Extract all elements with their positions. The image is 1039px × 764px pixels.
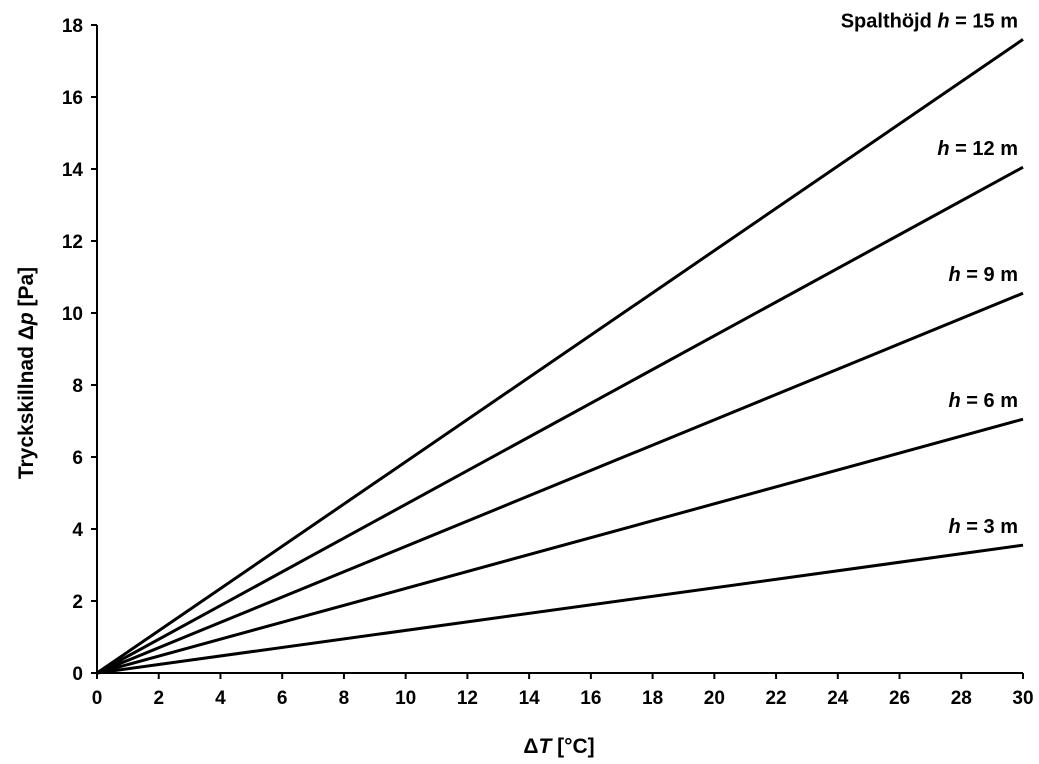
y-axis-label: Tryckskillnad Δp [Pa] [15,267,38,479]
series-label: h = 12 m [937,138,1018,160]
y-tick-label: 18 [62,16,83,37]
series-label-var: h [949,390,961,412]
series-label-suffix: = 12 m [950,138,1018,160]
series-label: Spalthöjd h = 15 m [841,10,1018,32]
y-tick-label: 14 [62,160,84,181]
y-tick-label: 6 [72,448,83,469]
x-tick-label: 24 [827,688,849,709]
series-line [96,291,1024,675]
x-tick-label: 0 [92,688,103,709]
series-lines [96,38,1024,675]
x-tick-label: 2 [153,688,164,709]
series-label: h = 3 m [949,516,1018,538]
y-tick-label: 12 [62,232,83,253]
series-line [96,543,1024,675]
series-line [96,417,1024,675]
x-axis-ticks: 0 2 4 6 8 10 12 14 16 18 20 22 24 26 28 30 [92,673,1034,709]
series-line [96,165,1024,675]
series-line [96,38,1024,675]
y-tick-label: 0 [72,664,83,685]
series-label-var: h [949,516,961,538]
series-label-suffix: = 15 m [950,10,1018,32]
x-axis-label-prefix: Δ [523,735,538,758]
x-tick-label: 14 [519,688,541,709]
y-tick-label: 10 [62,304,83,325]
series-label: h = 6 m [949,390,1018,412]
y-axis-label-var: p [15,312,38,326]
x-tick-label: 28 [951,688,972,709]
series-label-suffix: = 3 m [961,516,1018,538]
y-tick-label: 16 [62,88,83,109]
series-label-var: h [937,10,949,32]
y-tick-label: 4 [72,520,83,541]
x-tick-label: 12 [457,688,478,709]
x-tick-label: 6 [277,688,288,709]
series-label-suffix: = 6 m [961,390,1018,412]
x-tick-label: 22 [765,688,786,709]
series-label: h = 9 m [949,264,1018,286]
x-axis-label-var: T [538,735,553,758]
series-label-suffix: = 9 m [961,264,1018,286]
x-axis-label-unit: [°C] [551,735,594,758]
x-tick-label: 20 [704,688,725,709]
x-tick-label: 4 [215,688,226,709]
x-tick-label: 8 [339,688,350,709]
series-label-var: h [937,138,949,160]
x-tick-label: 18 [642,688,663,709]
y-axis-label-prefix: Tryckskillnad Δ [15,325,38,479]
x-tick-label: 10 [395,688,416,709]
x-tick-label: 16 [580,688,601,709]
x-tick-label: 26 [889,688,910,709]
y-tick-label: 8 [72,376,83,397]
y-axis-ticks: 0 2 4 6 8 10 12 14 16 18 [62,16,97,685]
x-tick-label: 30 [1012,688,1033,709]
y-tick-label: 2 [72,592,83,613]
series-label-var: h [949,264,961,286]
series-labels: Spalthöjd h = 15 mh = 12 mh = 9 mh = 6 m… [841,10,1018,538]
series-label-prefix: Spalthöjd [841,10,938,32]
y-axis-label-unit: [Pa] [15,267,38,313]
x-axis-label: ΔT [°C] [523,735,594,758]
